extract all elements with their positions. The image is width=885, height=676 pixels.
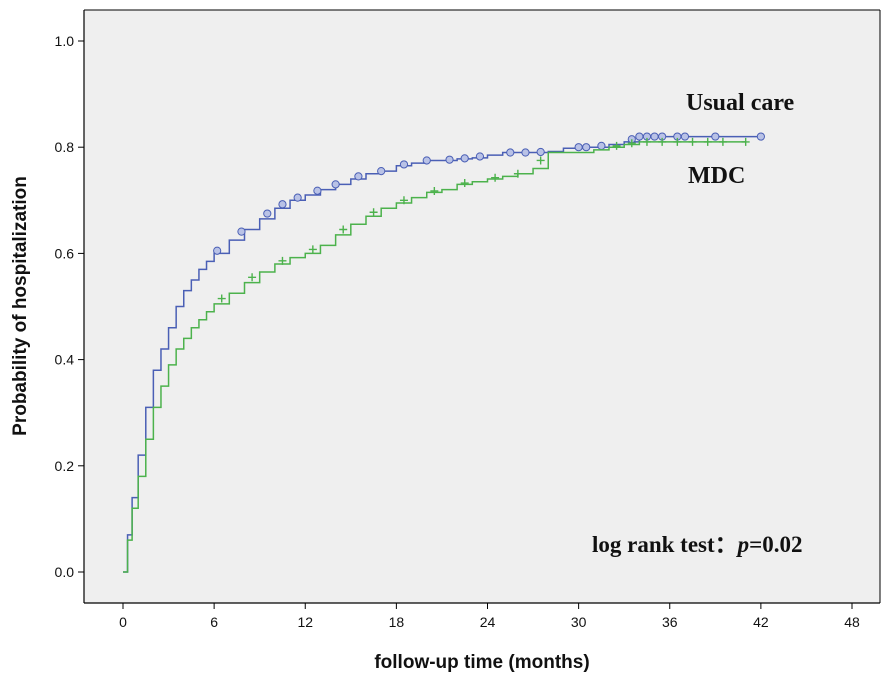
y-tick-label: 0.4 — [55, 352, 75, 368]
censor-mark-mdc — [673, 137, 682, 146]
y-tick-label: 1.0 — [55, 33, 75, 49]
series-label-mdc: MDC — [688, 163, 745, 189]
x-tick-label: 6 — [210, 614, 218, 630]
y-tick-label: 0.8 — [55, 139, 75, 155]
log-rank-annotation: log rank test：p=0.02 — [592, 532, 803, 557]
x-axis-ticks: 0 6 12 18 24 30 36 42 48 — [119, 603, 860, 630]
censor-mark-mdc — [339, 225, 348, 234]
x-tick-label: 18 — [389, 614, 405, 630]
censor-mark-usual-care — [237, 227, 246, 236]
censor-mark-mdc — [612, 141, 621, 150]
censor-mark-usual-care — [213, 246, 222, 255]
series-line-usual-care — [123, 135, 761, 573]
censor-mark-mdc — [513, 169, 522, 178]
censor-mark-usual-care — [597, 141, 606, 150]
x-tick-label: 30 — [571, 614, 587, 630]
censor-mark-usual-care — [521, 148, 530, 157]
censor-mark-usual-care — [293, 193, 302, 202]
x-tick-label: 24 — [480, 614, 496, 630]
censor-mark-usual-care — [422, 156, 431, 165]
censor-mark-usual-care — [475, 152, 485, 161]
censor-mark-usual-care — [460, 154, 469, 163]
censor-mark-usual-care — [680, 132, 690, 141]
censor-mark-usual-care — [399, 160, 409, 169]
censor-mark-mdc — [308, 245, 317, 254]
plot-background — [84, 10, 880, 603]
censor-mark-mdc — [369, 208, 378, 217]
censor-mark-mdc — [718, 137, 727, 146]
censor-mark-mdc — [703, 137, 712, 146]
x-tick-label: 36 — [662, 614, 678, 630]
x-tick-label: 48 — [844, 614, 860, 630]
x-tick-label: 12 — [297, 614, 313, 630]
censor-mark-mdc — [278, 256, 287, 265]
censor-mark-usual-care — [574, 143, 583, 152]
y-tick-label: 0.2 — [55, 458, 75, 474]
censor-mark-usual-care — [635, 132, 644, 141]
censor-mark-usual-care — [650, 132, 659, 141]
annotation-p-symbol: p — [736, 532, 750, 557]
censor-mark-usual-care — [263, 209, 272, 218]
y-axis-ticks: 0.0 0.2 0.4 0.6 0.8 1.0 — [55, 33, 84, 580]
censor-mark-usual-care — [331, 180, 340, 189]
series-label-usual-care: Usual care — [686, 90, 795, 116]
x-axis-title: follow-up time (months) — [374, 652, 589, 673]
censor-mark-mdc — [430, 187, 439, 196]
censor-mark-usual-care — [278, 200, 287, 209]
censor-mark-usual-care — [445, 155, 454, 164]
censor-mark-mdc — [642, 137, 651, 146]
censor-mark-mdc — [536, 156, 545, 165]
censor-mark-mdc — [688, 137, 697, 146]
censor-mark-mdc — [741, 137, 750, 146]
censor-mark-usual-care — [354, 172, 363, 181]
censor-mark-usual-care — [582, 143, 591, 152]
censor-mark-usual-care — [313, 186, 322, 195]
y-tick-label: 0.6 — [55, 245, 75, 261]
censor-mark-mdc — [627, 139, 636, 148]
censor-mark-usual-care — [377, 166, 386, 176]
censor-mark-mdc — [248, 273, 257, 282]
censor-mark-usual-care — [536, 147, 545, 157]
censor-mark-mdc — [658, 137, 667, 146]
censor-mark-usual-care — [506, 148, 515, 157]
annotation-p-value: =0.02 — [749, 532, 802, 557]
y-tick-label: 0.0 — [55, 564, 75, 580]
annotation-prefix: log rank test： — [592, 532, 738, 557]
series-line-mdc — [123, 141, 746, 573]
censor-mark-usual-care — [756, 132, 765, 141]
censor-mark-mdc — [217, 294, 226, 303]
x-tick-label: 42 — [753, 614, 769, 630]
y-axis-title: Probability of hospitalization — [10, 176, 31, 436]
censor-mark-mdc — [460, 179, 469, 188]
x-tick-label: 0 — [119, 614, 127, 630]
censor-mark-usual-care — [711, 132, 720, 141]
censor-mark-mdc — [399, 196, 408, 205]
censor-mark-mdc — [491, 173, 500, 182]
series-layer — [123, 132, 765, 573]
